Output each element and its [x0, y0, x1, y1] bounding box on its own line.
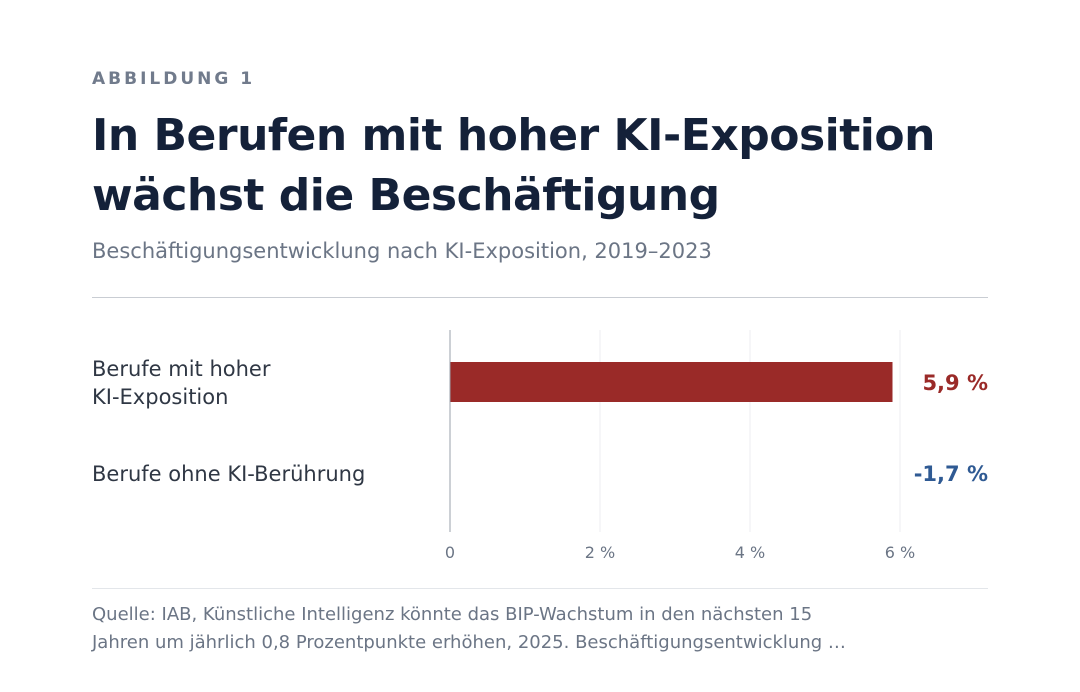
value-label-0: 5,9 % — [922, 371, 988, 395]
tick-label-2: 2 % — [585, 543, 615, 562]
category-label-1-0: Berufe ohne KI-Berührung — [92, 462, 365, 486]
bar-chart: Berufe mit hoher KI-Exposition Berufe ohne… — [92, 330, 988, 562]
divider-top — [92, 297, 988, 298]
figure-title-line-1: In Berufen mit hoher KI-Exposition — [92, 110, 935, 161]
value-label-1: -1,7 % — [914, 462, 988, 486]
category-labels: Berufe mit hoher KI-Exposition Berufe ohne… — [92, 357, 365, 486]
figure-title: In Berufen mit hoher KI-Exposition wächs… — [92, 106, 992, 226]
tick-label-4: 4 % — [735, 543, 765, 562]
source-line-2: Jahren um jährlich 0,8 Prozentpunkte erh… — [92, 632, 846, 653]
source-note: Quelle: IAB, Künstliche Intelligenz könn… — [92, 601, 988, 657]
figure-subtitle: Beschäftigungsentwicklung nach KI-Exposi… — [92, 239, 712, 263]
bars — [450, 362, 893, 402]
category-label-0-1: KI-Exposition — [92, 385, 228, 409]
figure-eyebrow: ABBILDUNG 1 — [92, 69, 256, 89]
source-line-1: Quelle: IAB, Künstliche Intelligenz könn… — [92, 604, 813, 625]
category-label-0-0: Berufe mit hoher — [92, 357, 271, 381]
tick-labels: 0 2 % 4 % 6 % — [445, 543, 915, 562]
grid-lines — [599, 330, 901, 532]
bar-0 — [450, 362, 893, 402]
tick-label-6: 6 % — [885, 543, 915, 562]
value-labels: 5,9 % -1,7 % — [914, 371, 988, 486]
divider-bottom — [92, 588, 988, 589]
figure-title-line-2: wächst die Beschäftigung — [92, 170, 720, 221]
tick-label-0: 0 — [445, 543, 455, 562]
figure-card: ABBILDUNG 1 In Berufen mit hoher KI-Expo… — [92, 0, 988, 692]
